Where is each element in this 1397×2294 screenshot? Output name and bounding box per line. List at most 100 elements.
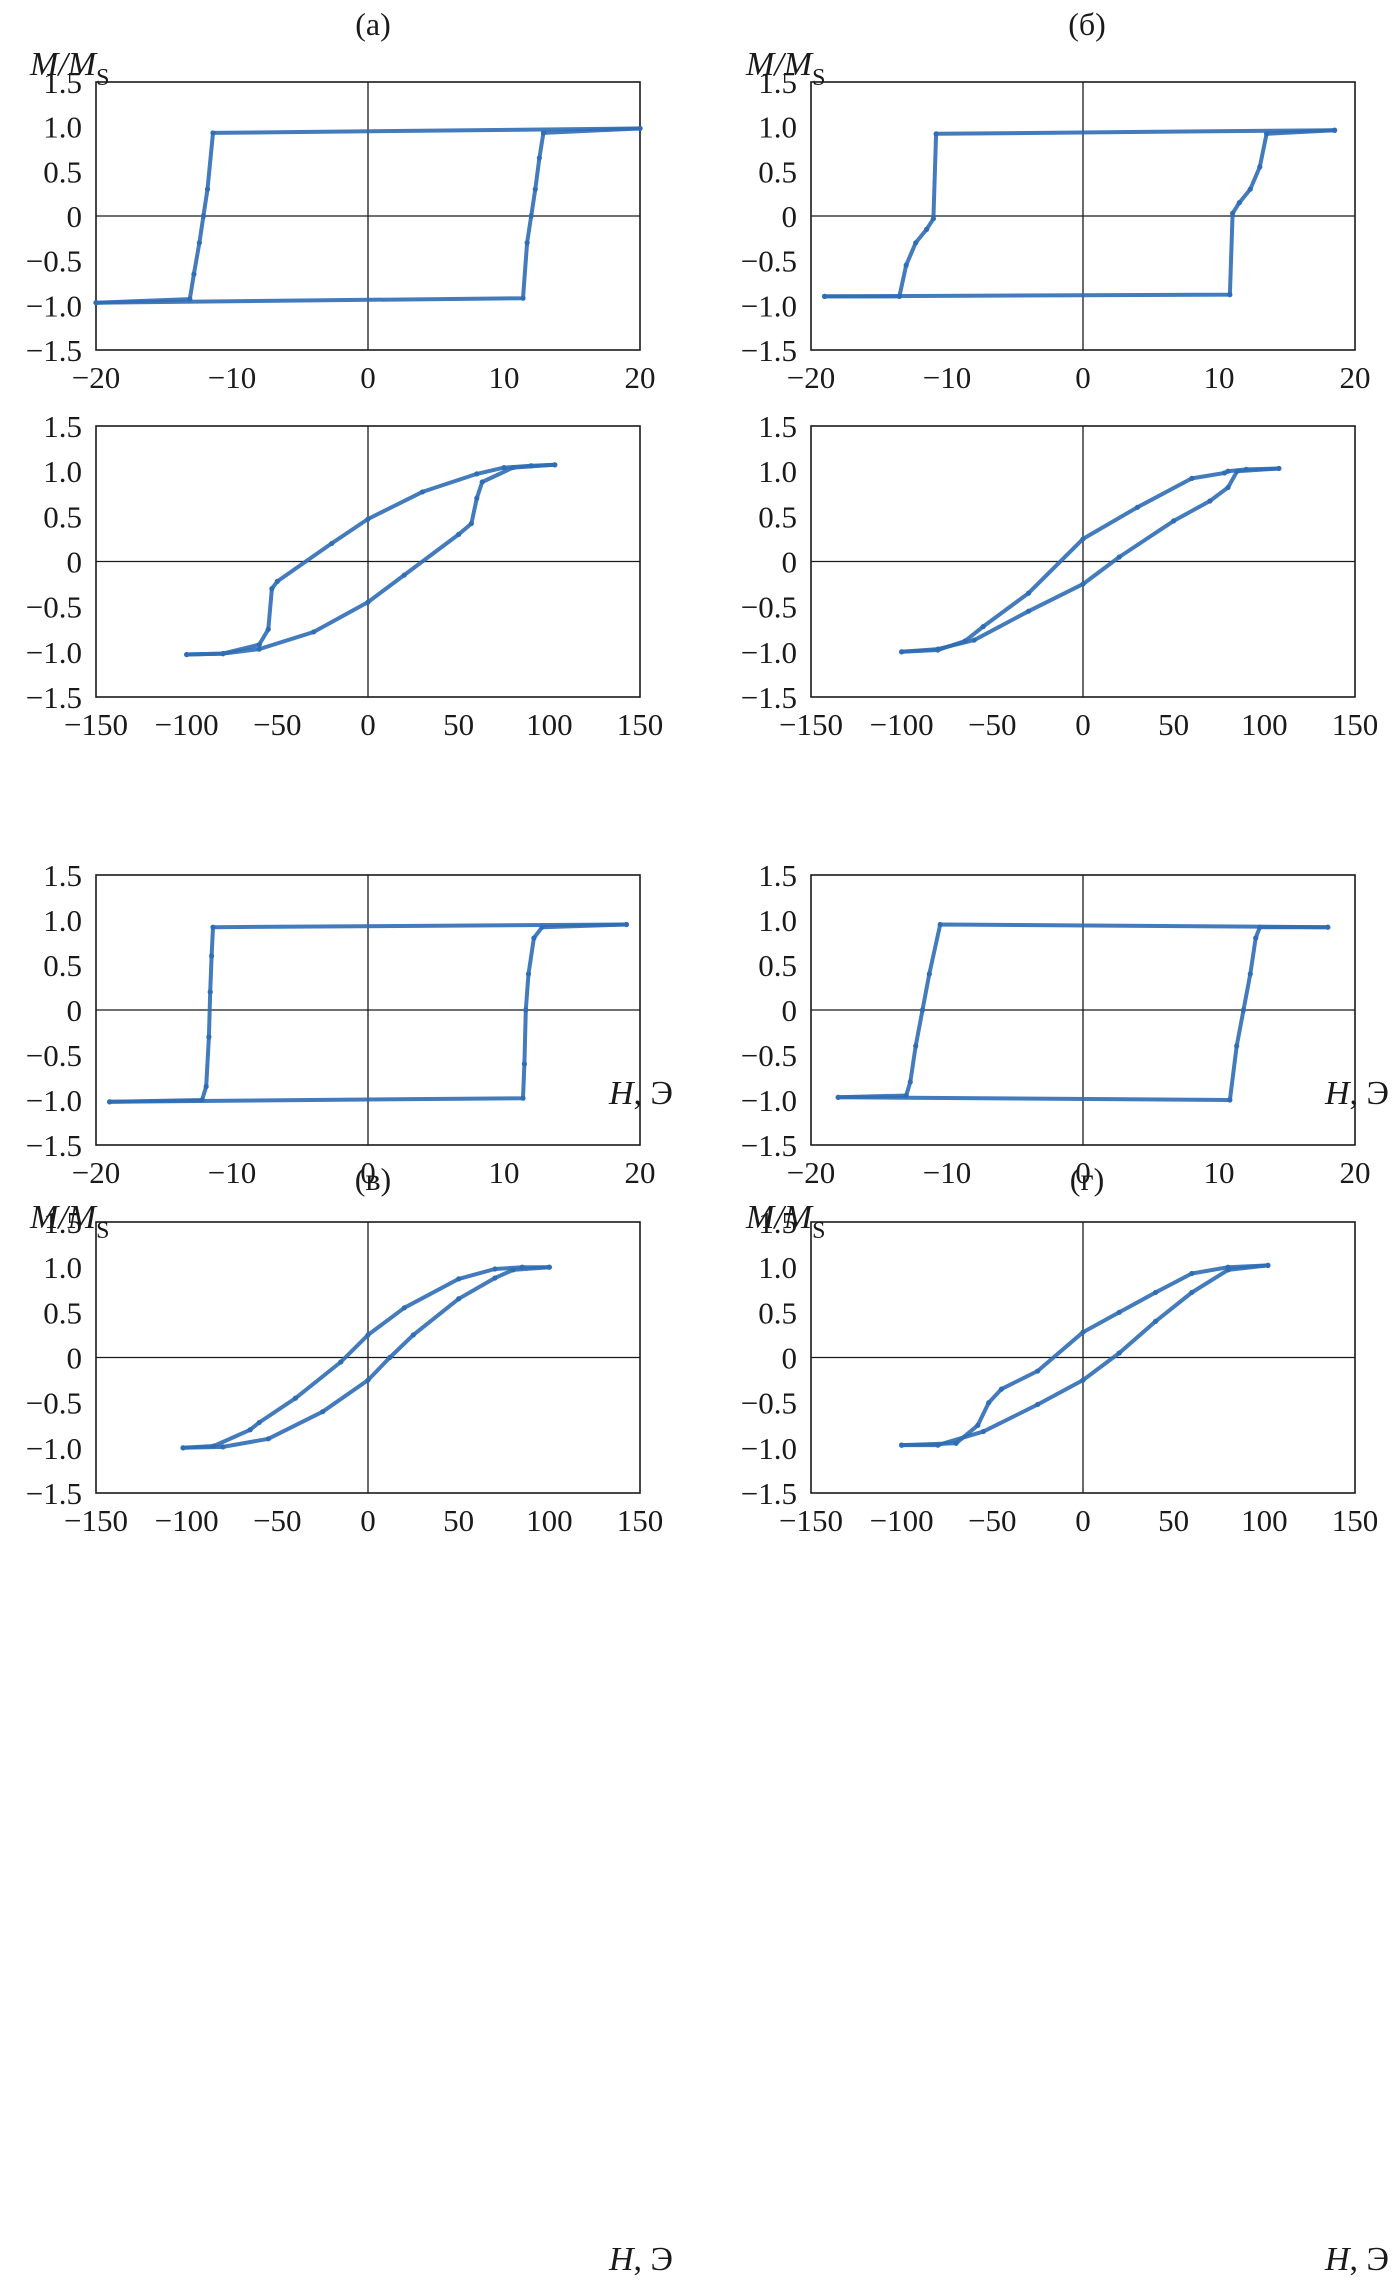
y-axis-title-v: M/MS (29, 1199, 109, 1244)
chart-v-small: −20 −10 0 10 20 1.5 1.0 0.5 0 −0.5 −1.0 −1.5 (26, 858, 656, 1190)
y-tick-label: 1.0 (43, 454, 82, 489)
data-point (210, 924, 216, 930)
hysteresis-branch-2 (94, 126, 642, 305)
data-point (822, 293, 828, 299)
plot-area: −20 −10 0 10 201.51.00.50−0.5−1.0−1.5−20 −10 0… (26, 65, 1378, 1538)
y-tick-label: −1.0 (741, 1083, 797, 1118)
y-tick-label: 0.5 (43, 1295, 82, 1330)
y-tick-label: 1.5 (758, 65, 797, 100)
data-point (540, 130, 547, 136)
x-axis-title-g: H, Э (1324, 2241, 1389, 2278)
data-point (247, 1427, 253, 1433)
x-tick-label: −100 (155, 707, 219, 742)
x-tick-label: −20 (787, 360, 835, 395)
data-point (539, 924, 545, 930)
data-point (1189, 1270, 1195, 1277)
data-point (899, 649, 905, 655)
x-tick-label: 150 (1332, 707, 1379, 742)
data-point (1152, 1318, 1159, 1324)
data-point (479, 479, 485, 485)
y-tick-label: 0.5 (43, 154, 82, 189)
data-point (903, 262, 909, 268)
x-tick-label: 20 (1340, 360, 1371, 395)
data-point (196, 240, 202, 246)
hysteresis-branch-1 (94, 126, 642, 305)
data-point (365, 516, 371, 522)
y-tick-label: 0 (67, 545, 83, 580)
data-point (180, 1445, 186, 1451)
chart-a-large: −150 −100 −50 0 50 100 150 1.5 1.0 0.5 0 −0.5 −1.0 −1… (26, 409, 663, 742)
y-tick-label: 1.5 (43, 65, 82, 100)
y-tick-label: −1.0 (26, 1431, 82, 1466)
x-axis-title-b: H, Э (1324, 1075, 1389, 1112)
data-point (524, 240, 530, 246)
data-point (835, 1094, 841, 1100)
data-point (1116, 1309, 1122, 1315)
y-tick-label: −1.0 (741, 1431, 797, 1466)
chart-v-large: −150 −100 −50 0 50 100 150 1.5 1.0 0.5 0 −0.5 −1.0 −1… (26, 1205, 663, 1538)
chart-g-large: −150 −100 −50 0 50 100 150 1.5 1.0 0.5 0 −0.5 −1.0 −1… (741, 1205, 1378, 1538)
hysteresis-branch-2 (822, 128, 1337, 299)
y-tick-label: 0.5 (758, 154, 797, 189)
data-point (521, 1061, 528, 1067)
x-tick-label: 0 (360, 707, 376, 742)
y-tick-label: −0.5 (741, 244, 797, 279)
x-tick-label: 100 (526, 707, 573, 742)
x-tick-label: 20 (625, 1155, 656, 1190)
y-tick-label: −1.0 (741, 288, 797, 323)
data-point (971, 637, 977, 643)
y-tick-label: 1.0 (758, 1250, 797, 1285)
data-point (474, 495, 480, 501)
data-point (456, 1276, 462, 1282)
data-point (1225, 1267, 1231, 1273)
y-axis-title-g: M/MS (745, 1199, 825, 1244)
data-point (1257, 164, 1263, 170)
data-point (623, 921, 630, 928)
data-point (1234, 468, 1240, 474)
x-tick-label: 50 (443, 1503, 474, 1538)
hysteresis-branch-1 (899, 466, 1281, 654)
data-point (365, 1332, 371, 1338)
data-point (1257, 924, 1263, 930)
y-tick-label: −0.5 (741, 1386, 797, 1421)
y-tick-label: 0 (67, 993, 83, 1028)
data-point (1116, 1350, 1122, 1356)
y-tick-label: 1.5 (43, 1205, 82, 1240)
data-point (1189, 475, 1195, 481)
x-tick-label: −100 (870, 707, 934, 742)
x-tick-label: 50 (1158, 1503, 1189, 1538)
y-tick-label: −1.5 (741, 680, 797, 715)
data-point (919, 1007, 926, 1013)
data-point (200, 213, 207, 219)
y-tick-label: 0 (67, 199, 83, 234)
y-tick-label: −1.5 (741, 333, 797, 368)
x-tick-label: −20 (72, 1155, 120, 1190)
data-point (274, 578, 280, 584)
x-tick-label: 100 (1241, 1503, 1288, 1538)
data-point (184, 651, 190, 658)
y-tick-label: 1.5 (758, 1205, 797, 1240)
y-tick-label: 0 (67, 1341, 83, 1376)
data-point (1227, 1097, 1233, 1103)
data-point (220, 1444, 226, 1450)
y-axis-title-a: M/MS (29, 46, 109, 91)
data-point (528, 213, 534, 219)
data-point (329, 540, 335, 547)
data-point (365, 599, 371, 605)
x-tick-label: −100 (870, 1503, 934, 1538)
y-tick-label: −1.5 (26, 1128, 82, 1163)
data-point (546, 1264, 552, 1270)
data-point (1207, 498, 1213, 504)
hysteresis-branch-1 (822, 128, 1337, 299)
x-tick-label: 100 (526, 1503, 573, 1538)
y-tick-label: −0.5 (26, 1038, 82, 1073)
x-tick-label: 50 (443, 707, 474, 742)
x-tick-label: 0 (1075, 1155, 1091, 1190)
y-tick-label: −0.5 (26, 1386, 82, 1421)
panel-label-v: (в) (355, 1161, 391, 1197)
data-point (937, 921, 943, 928)
y-tick-label: −1.5 (741, 1128, 797, 1163)
hysteresis-branch-1 (899, 1263, 1270, 1448)
data-point (1035, 1368, 1041, 1374)
y-tick-label: 0.5 (758, 499, 797, 534)
